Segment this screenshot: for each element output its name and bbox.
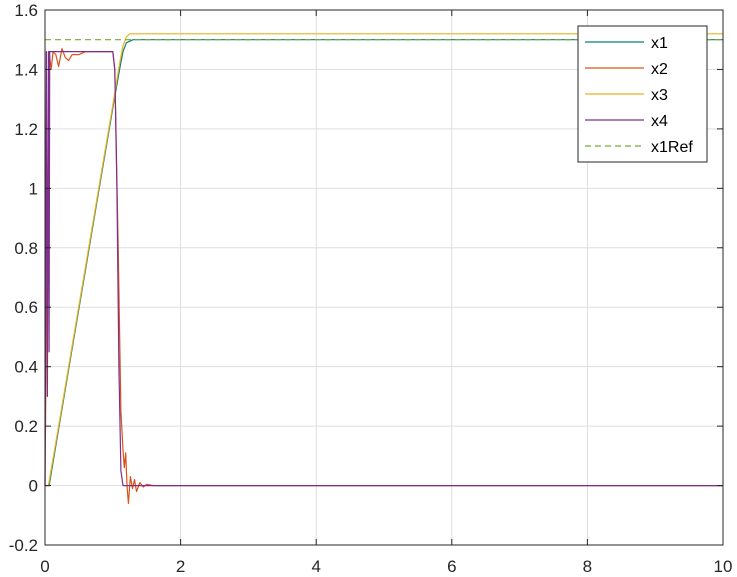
x-tick-label: 10 — [714, 557, 733, 576]
legend-label-x1ref: x1Ref — [651, 139, 693, 156]
x-tick-label: 4 — [311, 557, 320, 576]
legend-label-x2: x2 — [651, 61, 668, 78]
legend: x1 x2 x3 x4 x1Ref — [577, 25, 708, 163]
series-line-x3 — [45, 33, 723, 487]
y-tick-label: 0.2 — [14, 417, 38, 436]
plot-frame — [44, 9, 724, 546]
legend-label-x1: x1 — [651, 35, 668, 52]
y-tick-label: 1.6 — [14, 1, 38, 20]
y-tick-label: 1.4 — [14, 60, 38, 79]
legend-label-x3: x3 — [651, 87, 668, 104]
x-tick-label: 8 — [583, 557, 592, 576]
y-tick-label: 0 — [29, 477, 38, 496]
y-tick-label: 1 — [29, 179, 38, 198]
legend-label-x4: x4 — [651, 113, 668, 130]
axis-ticks: 0 2 4 6 8 10-0.200.20.40.60.811.21.41.6 — [9, 1, 733, 576]
y-tick-label: 0.4 — [14, 358, 38, 377]
y-tick-label: 1.2 — [14, 120, 38, 139]
series-line-x4 — [44, 50, 723, 487]
y-tick-label: 0.6 — [14, 298, 38, 317]
y-tick-label: 0.8 — [14, 239, 38, 258]
x-tick-label: 0 — [40, 557, 49, 576]
x-tick-label: 6 — [447, 557, 456, 576]
x-tick-label: 2 — [176, 557, 185, 576]
y-tick-label: -0.2 — [9, 536, 38, 555]
